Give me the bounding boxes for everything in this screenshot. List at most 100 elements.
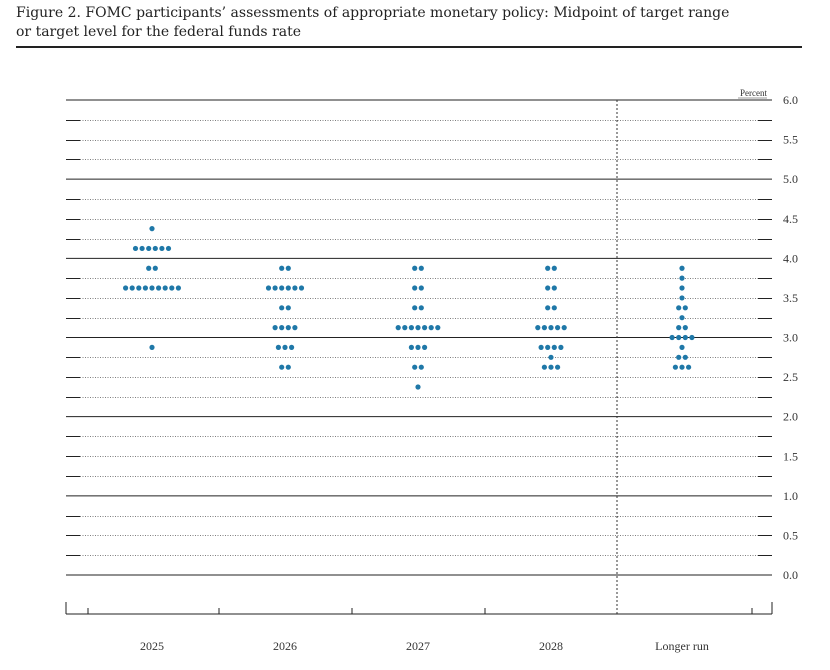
participant-dot xyxy=(402,325,408,331)
participant-dot xyxy=(275,344,281,350)
y-tick-label: 1.5 xyxy=(783,449,798,463)
participant-dot xyxy=(149,285,155,291)
participant-dot xyxy=(279,325,285,331)
participant-dot xyxy=(679,265,685,271)
participant-dot xyxy=(272,325,278,331)
participant-dot xyxy=(415,325,421,331)
figure-title-line-2: or target level for the federal funds ra… xyxy=(16,24,302,40)
participant-dot xyxy=(279,285,285,291)
y-tick-label: 4.5 xyxy=(783,212,798,226)
participant-dot xyxy=(551,285,557,291)
participant-dot xyxy=(545,344,551,350)
participant-dot xyxy=(289,344,295,350)
grid-layer xyxy=(65,99,773,615)
participant-dot xyxy=(679,344,685,350)
participant-dot xyxy=(412,285,418,291)
y-tick-label: 1.0 xyxy=(783,489,798,503)
x-category-label: 2027 xyxy=(406,639,430,653)
y-tick-label: 5.0 xyxy=(783,172,798,186)
participant-dot xyxy=(279,305,285,311)
participant-dot xyxy=(682,334,688,341)
participant-dot xyxy=(551,305,557,311)
participant-dot xyxy=(279,265,285,271)
participant-dot xyxy=(545,285,551,291)
participant-dot xyxy=(551,344,557,350)
participant-dot xyxy=(415,384,421,390)
y-tick-label: 6.0 xyxy=(783,93,798,107)
participant-dot xyxy=(149,226,155,232)
participant-dot xyxy=(548,325,554,331)
participant-dot xyxy=(408,325,414,331)
y-tick-label: 2.5 xyxy=(783,370,798,384)
x-category-label: 2025 xyxy=(140,639,164,653)
participant-dot xyxy=(561,325,567,331)
participant-dot xyxy=(418,265,424,271)
participant-dot xyxy=(395,325,401,331)
participant-dot xyxy=(548,364,554,370)
participant-dot xyxy=(408,344,414,350)
participant-dot xyxy=(555,325,561,331)
x-category-label: 2026 xyxy=(273,639,297,653)
participant-dot xyxy=(415,344,421,350)
participant-dot xyxy=(165,245,172,252)
participant-dot xyxy=(175,285,181,291)
participant-dot xyxy=(129,285,135,291)
participant-dot xyxy=(123,285,129,291)
participant-dot xyxy=(149,344,155,350)
participant-dot xyxy=(672,364,679,370)
participant-dot xyxy=(412,265,418,271)
participant-dot xyxy=(298,285,305,291)
figure-title: Figure 2. FOMC participants’ assessments… xyxy=(16,4,806,42)
title-rule xyxy=(16,46,802,48)
participant-dot xyxy=(679,285,685,291)
participant-dot xyxy=(412,364,418,370)
participant-dot xyxy=(418,364,424,370)
participant-dot xyxy=(686,364,692,370)
participant-dot xyxy=(146,245,152,252)
participant-dot xyxy=(136,285,142,291)
participant-dot xyxy=(676,334,682,341)
participant-dot xyxy=(169,285,175,291)
participant-dot xyxy=(132,245,139,252)
participant-dot xyxy=(292,285,298,291)
participant-dot xyxy=(669,334,675,341)
participant-dot xyxy=(272,285,278,291)
unit-label: Percent xyxy=(740,88,767,98)
participant-dot xyxy=(152,245,158,252)
participant-dot xyxy=(285,285,291,291)
participant-dot xyxy=(682,305,688,311)
participant-dot xyxy=(545,305,551,311)
y-tick-label: 0.5 xyxy=(783,528,798,542)
participant-dot xyxy=(285,325,291,331)
y-tick-label: 5.5 xyxy=(783,133,798,147)
participant-dot xyxy=(418,285,424,291)
participant-dot xyxy=(676,305,682,311)
participant-dot xyxy=(555,364,561,370)
participant-dot xyxy=(682,354,688,360)
participant-dot xyxy=(535,325,541,331)
participant-dot xyxy=(676,354,682,360)
participant-dot xyxy=(682,325,688,331)
participant-dot xyxy=(422,344,428,350)
participant-dot xyxy=(265,285,272,291)
participant-dot xyxy=(435,325,441,331)
participant-dot xyxy=(412,305,418,311)
x-category-label: Longer run xyxy=(655,639,709,653)
participant-dot xyxy=(679,315,685,321)
participant-dot xyxy=(285,265,291,271)
participant-dot xyxy=(428,325,434,331)
participant-dot xyxy=(418,305,424,311)
participant-dot xyxy=(152,265,158,271)
participant-dot xyxy=(285,305,291,311)
participant-dot xyxy=(679,295,685,301)
y-tick-label: 3.5 xyxy=(783,291,798,305)
figure-title-line-1: Figure 2. FOMC participants’ assessments… xyxy=(16,5,730,21)
participant-dot xyxy=(548,354,554,360)
participant-dot xyxy=(159,245,165,252)
y-tick-label: 3.0 xyxy=(783,331,798,345)
participant-dot xyxy=(558,344,564,350)
participant-dot xyxy=(146,265,152,271)
y-tick-label: 0.0 xyxy=(783,568,798,582)
participant-dot xyxy=(679,275,685,281)
